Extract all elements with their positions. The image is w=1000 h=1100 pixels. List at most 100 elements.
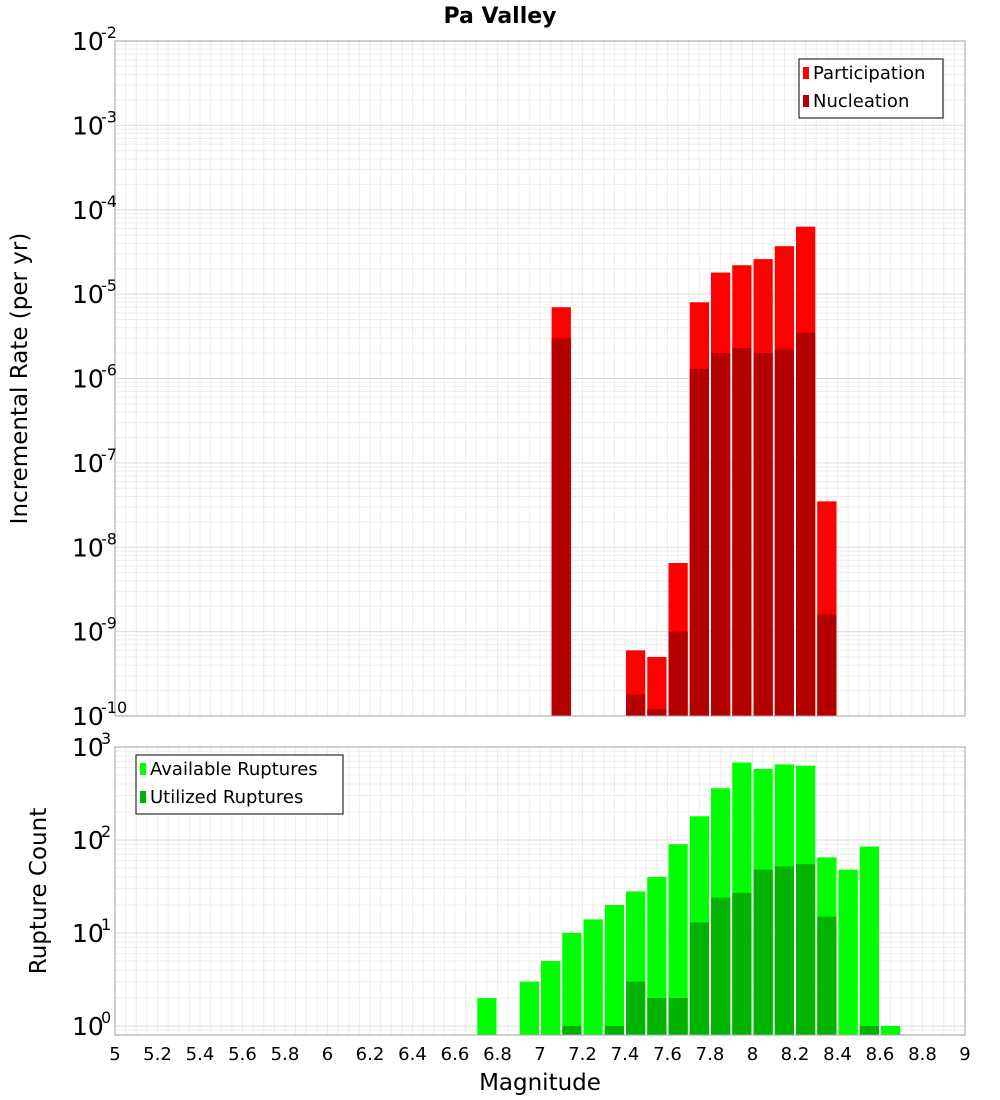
y-tick-exponent: -5 [101,276,117,295]
x-tick-label: 5.6 [228,1044,257,1065]
utilized-ruptures-legend-label: Utilized Ruptures [150,787,303,808]
y-tick-exponent: 1 [101,915,111,934]
utilized-ruptures-bar [732,892,752,1035]
x-tick-label: 6.2 [356,1044,385,1065]
utilized-ruptures-bar [817,916,837,1035]
available-ruptures-bar [604,904,624,1035]
rate-legend-box [798,58,944,119]
rate-y-axis-label: Incremental Rate (per yr) [7,233,33,525]
available-ruptures-bar [668,844,688,1035]
x-tick-label: 9 [959,1044,970,1065]
y-tick-exponent: -7 [101,445,117,464]
utilized-ruptures-bar [689,922,709,1035]
count-bars [477,762,901,1035]
y-tick-label: 10 [72,27,104,56]
x-tick-label: 6.4 [398,1044,427,1065]
available-ruptures-bar [859,846,879,1035]
utilized-ruptures-bar [668,997,688,1035]
available-ruptures-bar [838,869,858,1035]
x-tick-label: 7.2 [568,1044,597,1065]
x-tick-label: 7.6 [653,1044,682,1065]
x-tick-label: 7.4 [611,1044,640,1065]
y-tick-exponent: -4 [101,192,117,211]
x-tick-label: 7.8 [696,1044,725,1065]
count-legend-box [135,754,344,815]
y-tick-exponent: -8 [101,529,117,548]
x-tick-label: 8.2 [781,1044,810,1065]
x-tick-labels: 5 5.2 5.4 5.6 5.8 6 6.2 6.4 6.6 6.8 7 7.2 7.4 7.6 7.8 8… [109,1044,970,1065]
x-axis-label: Magnitude [479,1070,601,1096]
nucleation-bar [551,338,571,716]
y-tick-label: 10 [72,365,104,394]
chart-title: Pa Valley [443,4,556,29]
y-tick-exponent: -2 [101,23,117,42]
x-tick-label: 6 [322,1044,333,1065]
y-tick-exponent: -10 [101,698,127,717]
y-tick-exponent: 0 [101,1008,111,1027]
available-ruptures-bar [647,877,667,1035]
y-tick-label: 10 [72,1012,104,1041]
available-ruptures-legend-swatch [140,763,146,775]
available-ruptures-bar [583,919,603,1035]
utilized-ruptures-bar [647,997,667,1035]
utilized-ruptures-bar [711,897,731,1035]
count-legend: Available Ruptures Utilized Ruptures [135,754,344,815]
y-tick-label: 10 [72,449,104,478]
y-tick-label: 10 [72,702,104,731]
nucleation-legend-swatch [803,95,809,107]
utilized-ruptures-bar [753,869,773,1035]
available-ruptures-legend-label: Available Ruptures [150,759,318,780]
nucleation-bar [732,347,752,716]
y-tick-exponent: -9 [101,614,117,633]
x-tick-label: 5 [109,1044,120,1065]
utilized-ruptures-legend-swatch [140,791,146,803]
nucleation-legend-label: Nucleation [813,91,909,112]
nucleation-bar [774,349,794,716]
utilized-ruptures-bar [604,1025,624,1035]
x-tick-label: 8 [747,1044,758,1065]
y-tick-exponent: 2 [101,822,111,841]
y-tick-exponent: -6 [101,361,117,380]
y-tick-label: 10 [72,826,104,855]
utilized-ruptures-bar [859,1025,879,1035]
y-tick-label: 10 [72,196,104,225]
nucleation-bar [668,631,688,716]
available-ruptures-bar [881,1025,901,1035]
y-tick-label: 10 [72,111,104,140]
rate-plot-frame [114,40,966,717]
available-ruptures-bar [541,960,561,1035]
y-tick-label: 10 [72,919,104,948]
participation-legend-label: Participation [813,63,925,84]
utilized-ruptures-bar [796,864,816,1035]
participation-legend-swatch [803,67,809,79]
available-ruptures-bar [477,997,497,1035]
x-tick-label: 6.6 [441,1044,470,1065]
utilized-ruptures-bar [562,1025,582,1035]
nucleation-bar [796,332,816,716]
x-tick-label: 8.4 [823,1044,852,1065]
y-tick-label: 10 [72,618,104,647]
x-tick-label: 7 [534,1044,545,1065]
y-tick-label: 10 [72,280,104,309]
x-tick-label: 5.8 [271,1044,300,1065]
utilized-ruptures-bar [626,981,646,1035]
count-y-axis-label: Rupture Count [26,808,52,974]
x-tick-label: 5.2 [143,1044,172,1065]
nucleation-bar [817,614,837,716]
nucleation-bar [689,368,709,716]
rate-bars [551,226,837,716]
x-tick-label: 8.8 [908,1044,937,1065]
x-tick-label: 8.6 [866,1044,895,1065]
y-tick-exponent: 3 [101,729,111,748]
available-ruptures-bar [562,932,582,1035]
count-plot-frame [114,746,966,1036]
x-tick-label: 6.8 [483,1044,512,1065]
y-tick-label: 10 [72,733,104,762]
available-ruptures-bar [519,981,539,1035]
nucleation-bar [647,709,667,716]
